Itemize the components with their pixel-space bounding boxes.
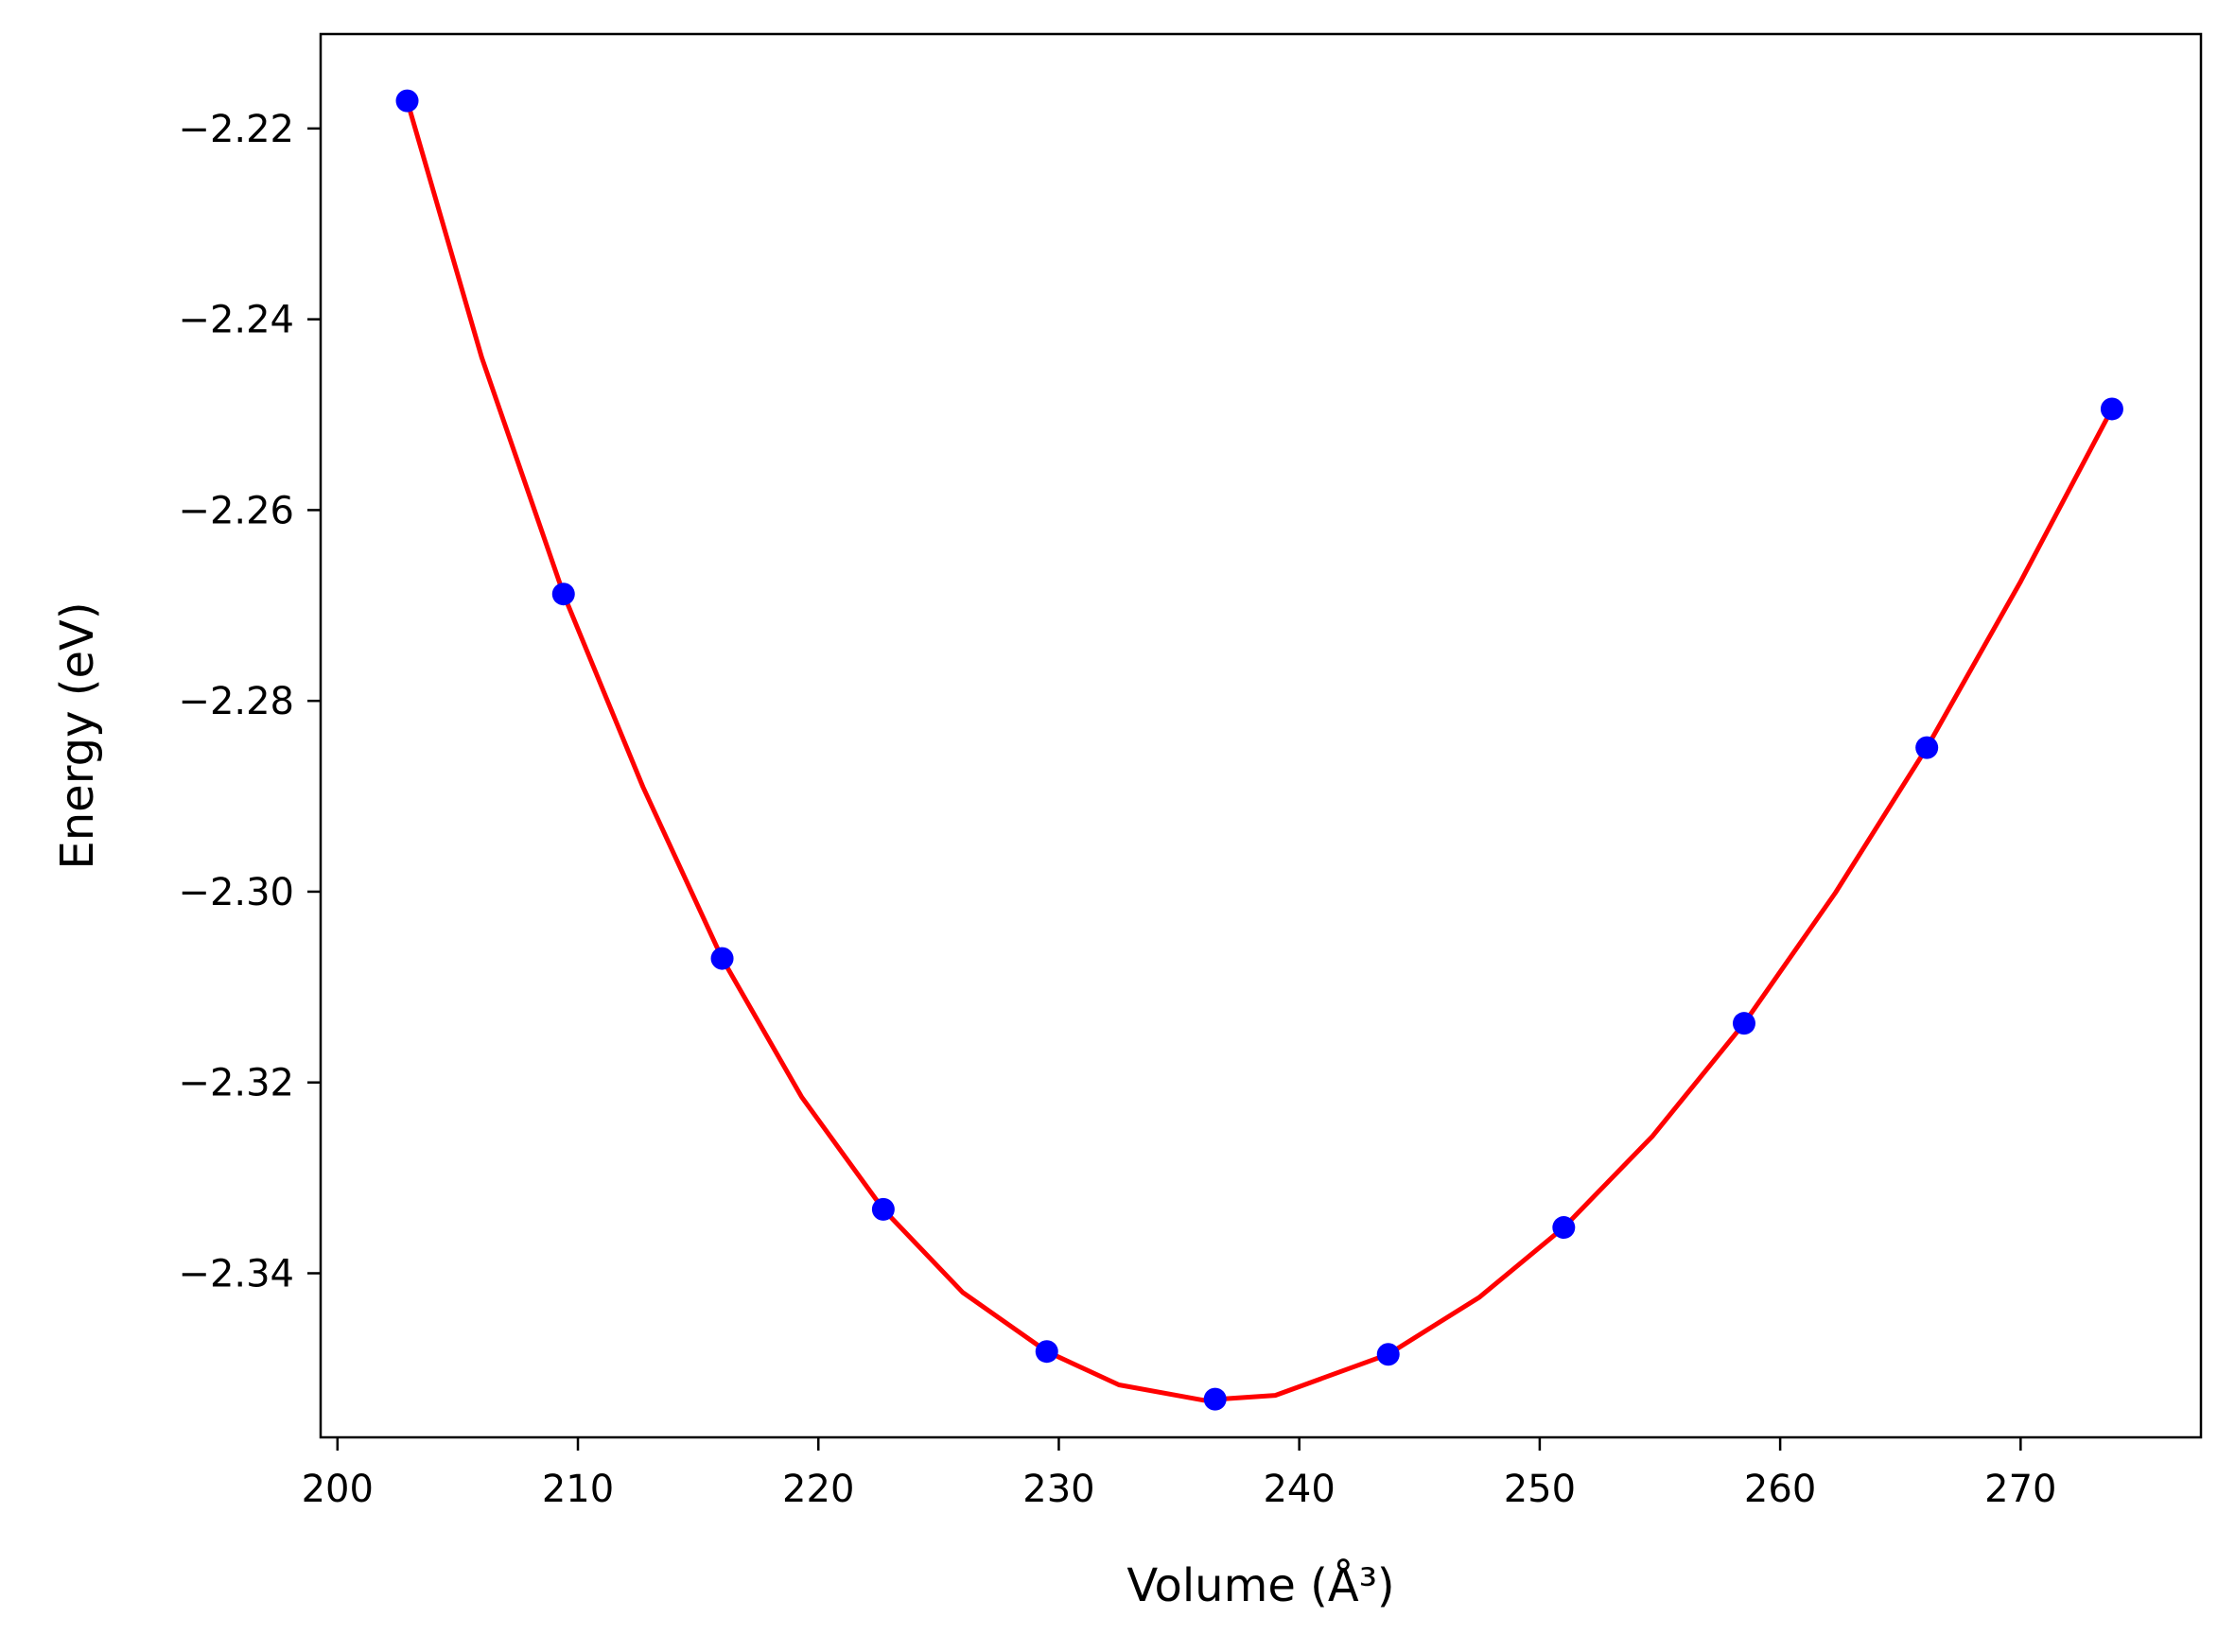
data-point xyxy=(710,947,734,970)
x-tick-label: 230 xyxy=(1022,1468,1094,1511)
x-axis-title: Volume (Å³) xyxy=(1126,1558,1394,1612)
y-axis-ticks: −2.22 −2.24 −2.26 −2.28 −2.30 −2.32 −2.34 xyxy=(178,108,321,1296)
data-point xyxy=(1035,1340,1058,1364)
data-point xyxy=(551,583,575,606)
x-tick-label: 210 xyxy=(542,1468,614,1511)
y-axis-title: Energy (eV) xyxy=(51,601,104,869)
fit-curve-layer xyxy=(405,99,2115,1403)
y-tick-label: −2.30 xyxy=(178,871,294,914)
y-tick-label: −2.34 xyxy=(178,1252,294,1296)
data-point xyxy=(1376,1343,1400,1366)
x-axis-ticks: 200 210 220 230 240 250 260 270 xyxy=(302,1437,2057,1511)
x-tick-label: 200 xyxy=(302,1468,374,1511)
data-point xyxy=(1915,736,1939,759)
data-point xyxy=(1732,1012,1755,1035)
plot-area-frame xyxy=(319,32,2203,1439)
data-point xyxy=(395,89,419,113)
x-tick-label: 270 xyxy=(1984,1468,2056,1511)
data-point xyxy=(2100,397,2123,421)
fit-curve xyxy=(405,99,2115,1403)
data-points-layer xyxy=(395,89,2123,1411)
data-point xyxy=(871,1197,895,1221)
y-tick-label: −2.24 xyxy=(178,299,294,342)
y-tick-label: −2.26 xyxy=(178,489,294,532)
x-tick-label: 250 xyxy=(1504,1468,1576,1511)
data-point xyxy=(1203,1387,1227,1411)
x-tick-label: 220 xyxy=(782,1468,854,1511)
y-tick-label: −2.28 xyxy=(178,680,294,723)
y-tick-label: −2.32 xyxy=(178,1062,294,1105)
x-tick-label: 240 xyxy=(1263,1468,1335,1511)
y-tick-label: −2.22 xyxy=(178,108,294,151)
data-point xyxy=(1552,1216,1576,1240)
x-tick-label: 260 xyxy=(1744,1468,1816,1511)
